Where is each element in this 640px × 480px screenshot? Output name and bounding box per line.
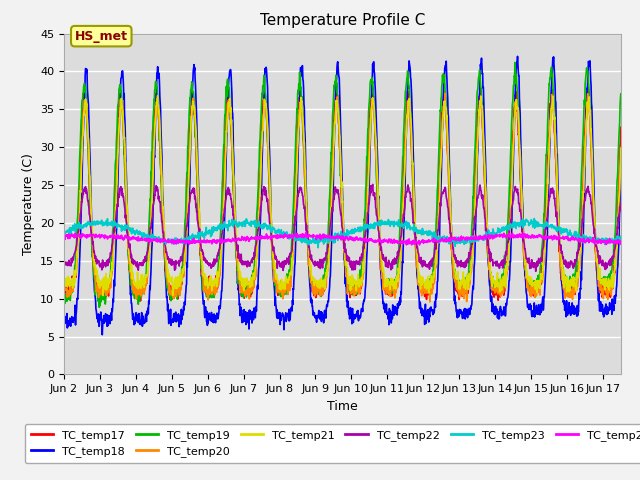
TC_temp21 xyxy=(319,283,326,289)
TC_temp20 xyxy=(441,90,449,96)
TC_temp18 xyxy=(308,303,316,309)
TC_temp18 xyxy=(617,161,625,167)
TC_temp18 xyxy=(60,319,68,325)
TC_temp22 xyxy=(296,184,304,190)
TC_temp19 xyxy=(318,284,326,289)
TC_temp19 xyxy=(308,283,316,288)
TC_temp18 xyxy=(378,273,385,279)
TC_temp24 xyxy=(617,241,625,247)
Y-axis label: Temperature (C): Temperature (C) xyxy=(22,153,35,255)
TC_temp23 xyxy=(531,216,538,221)
TC_temp17 xyxy=(308,281,316,287)
TC_temp23 xyxy=(126,225,134,230)
TC_temp19 xyxy=(126,266,134,272)
TC_temp22 xyxy=(532,268,540,274)
TC_temp20 xyxy=(126,259,134,264)
TC_temp23 xyxy=(103,223,111,229)
TC_temp18 xyxy=(514,53,522,59)
TC_temp20 xyxy=(296,105,304,110)
TC_temp20 xyxy=(60,292,68,298)
TC_temp24 xyxy=(103,234,111,240)
TC_temp21 xyxy=(378,256,385,262)
TC_temp19 xyxy=(95,304,103,310)
TC_temp17 xyxy=(60,289,68,295)
TC_temp22 xyxy=(369,181,376,187)
TC_temp21 xyxy=(126,259,134,264)
X-axis label: Time: Time xyxy=(327,400,358,413)
TC_temp24 xyxy=(415,242,423,248)
TC_temp24 xyxy=(296,232,304,238)
Line: TC_temp18: TC_temp18 xyxy=(64,56,621,335)
TC_temp24 xyxy=(60,232,68,238)
TC_temp18 xyxy=(126,284,134,290)
Line: TC_temp19: TC_temp19 xyxy=(64,62,621,307)
Line: TC_temp17: TC_temp17 xyxy=(64,86,621,301)
TC_temp23 xyxy=(318,235,326,241)
TC_temp22 xyxy=(617,199,625,205)
TC_temp22 xyxy=(378,244,385,250)
TC_temp20 xyxy=(617,145,625,151)
TC_temp19 xyxy=(378,264,385,270)
TC_temp24 xyxy=(302,229,310,235)
TC_temp21 xyxy=(617,146,625,152)
TC_temp21 xyxy=(60,276,68,282)
TC_temp17 xyxy=(126,269,134,275)
TC_temp24 xyxy=(378,239,385,245)
Line: TC_temp24: TC_temp24 xyxy=(64,232,621,245)
TC_temp20 xyxy=(377,257,385,263)
TC_temp22 xyxy=(126,241,134,247)
TC_temp20 xyxy=(426,299,434,305)
TC_temp20 xyxy=(103,291,111,297)
TC_temp17 xyxy=(584,83,592,89)
TC_temp17 xyxy=(378,262,385,267)
TC_temp23 xyxy=(314,245,322,251)
TC_temp22 xyxy=(318,263,326,269)
TC_temp19 xyxy=(60,294,68,300)
TC_temp18 xyxy=(318,316,326,322)
TC_temp23 xyxy=(60,224,68,229)
TC_temp22 xyxy=(60,262,68,268)
Text: HS_met: HS_met xyxy=(75,30,128,43)
TC_temp18 xyxy=(99,332,106,337)
TC_temp17 xyxy=(297,93,305,98)
TC_temp24 xyxy=(308,233,316,239)
TC_temp19 xyxy=(297,85,305,91)
TC_temp19 xyxy=(104,285,111,291)
TC_temp21 xyxy=(154,93,161,99)
TC_temp21 xyxy=(297,95,305,100)
TC_temp24 xyxy=(318,234,326,240)
TC_temp17 xyxy=(137,298,145,304)
TC_temp20 xyxy=(318,290,326,296)
Title: Temperature Profile C: Temperature Profile C xyxy=(260,13,425,28)
Line: TC_temp21: TC_temp21 xyxy=(64,96,621,296)
TC_temp18 xyxy=(104,312,111,318)
TC_temp24 xyxy=(126,236,134,241)
TC_temp17 xyxy=(617,124,625,130)
Legend: TC_temp17, TC_temp18, TC_temp19, TC_temp20, TC_temp21, TC_temp22, TC_temp23, TC_: TC_temp17, TC_temp18, TC_temp19, TC_temp… xyxy=(25,424,640,463)
TC_temp22 xyxy=(103,262,111,268)
TC_temp20 xyxy=(308,280,316,286)
TC_temp21 xyxy=(308,274,316,280)
Line: TC_temp23: TC_temp23 xyxy=(64,218,621,248)
TC_temp17 xyxy=(318,291,326,297)
TC_temp23 xyxy=(378,222,385,228)
TC_temp23 xyxy=(308,238,316,244)
TC_temp21 xyxy=(99,293,107,299)
TC_temp22 xyxy=(308,258,316,264)
Line: TC_temp22: TC_temp22 xyxy=(64,184,621,271)
TC_temp17 xyxy=(103,286,111,292)
TC_temp21 xyxy=(104,278,111,284)
TC_temp18 xyxy=(297,65,305,71)
TC_temp19 xyxy=(617,91,625,97)
TC_temp23 xyxy=(296,236,304,242)
TC_temp23 xyxy=(617,233,625,239)
TC_temp19 xyxy=(511,60,519,65)
Line: TC_temp20: TC_temp20 xyxy=(64,93,621,302)
